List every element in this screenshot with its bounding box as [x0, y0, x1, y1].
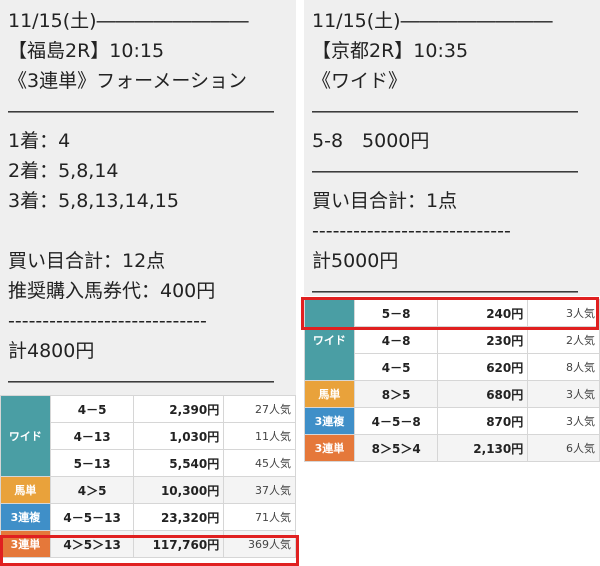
bet-type-wide: ワイド: [0, 395, 51, 477]
table-row: 3連複 4－5－13 23,320円 71人気: [0, 503, 296, 531]
table-row: 4－5 620円 8人気: [305, 353, 600, 381]
popularity-cell: 27人気: [223, 395, 296, 423]
note-line: -----------------------------: [8, 310, 207, 332]
table-row: ワイド 4－5 2,390円 27人気: [0, 395, 296, 477]
bet-type-sanrenpuku: 3連複: [304, 407, 355, 435]
note-line: 【京都2R】10:35: [312, 40, 469, 62]
popularity-cell: 3人気: [527, 380, 600, 408]
amount-cell: 230円: [437, 326, 529, 354]
combo-cell: 4－5－13: [49, 503, 135, 531]
popularity-cell: 369人気: [223, 530, 296, 558]
note-line: 計5000円: [312, 250, 399, 272]
combo-cell: 4－5－8: [353, 407, 439, 435]
note-line: ――――――――――――――: [8, 370, 274, 392]
popularity-cell: 2人気: [527, 326, 600, 354]
popularity-cell: 71人気: [223, 503, 296, 531]
note-line: 5-8 5000円: [312, 130, 430, 152]
amount-cell: 1,030円: [133, 422, 225, 450]
note-line: 買い目合計：1点: [312, 190, 458, 212]
note-line: 1着：4: [8, 130, 71, 152]
popularity-cell: 45人気: [223, 449, 296, 477]
combo-cell: 8＞5＞4: [353, 434, 439, 462]
table-row: 4－13 1,030円 11人気: [1, 422, 296, 450]
popularity-cell: 11人気: [223, 422, 296, 450]
amount-cell: 117,760円: [133, 530, 225, 558]
table-row: ワイド 5－8 240円 3人気: [304, 299, 600, 381]
popularity-cell: 37人気: [223, 476, 296, 504]
note-line: 《ワイド》: [312, 70, 408, 92]
bet-type-wide: ワイド: [304, 299, 355, 381]
note-line: 推奨購入馬券代：400円: [8, 280, 216, 302]
combo-cell: 5－13: [49, 449, 135, 477]
right-bet-note: 11/15(土)―――――――― 【京都2R】10:35 《ワイド》 ―――――…: [304, 0, 600, 302]
bet-type-umatan: 馬単: [0, 476, 51, 504]
note-line: 計4800円: [8, 340, 95, 362]
amount-cell: 2,390円: [133, 395, 225, 423]
right-payout-table: ワイド 5－8 240円 3人気 4－8 230円 2人気 4－5 620円 8…: [304, 299, 600, 462]
note-line: -----------------------------: [312, 220, 511, 242]
combo-cell: 4－5: [49, 395, 135, 423]
combo-cell: 4－13: [49, 422, 135, 450]
amount-cell: 10,300円: [133, 476, 225, 504]
note-line: 11/15(土)――――――――: [312, 10, 553, 32]
combo-cell: 8＞5: [353, 380, 439, 408]
amount-cell: 5,540円: [133, 449, 225, 477]
note-line: ――――――――――――――: [312, 100, 578, 122]
amount-cell: 23,320円: [133, 503, 225, 531]
popularity-cell: 3人気: [527, 407, 600, 435]
table-row: 馬単 8＞5 680円 3人気: [304, 380, 600, 408]
left-bet-panel: 11/15(土)―――――――― 【福島2R】10:15 《3連単》フォーメーシ…: [0, 0, 296, 566]
table-row: 3連単 4＞5＞13 117,760円 369人気: [0, 530, 296, 558]
bet-type-sanrentan: 3連単: [0, 530, 51, 558]
popularity-cell: 6人気: [527, 434, 600, 462]
note-line: 2着：5,8,14: [8, 160, 119, 182]
combo-cell: 5－8: [353, 299, 439, 327]
note-line: [8, 216, 288, 246]
table-row: 3連単 8＞5＞4 2,130円 6人気: [304, 434, 600, 462]
amount-cell: 870円: [437, 407, 529, 435]
table-row: 3連複 4－5－8 870円 3人気: [304, 407, 600, 435]
right-bet-panel: 11/15(土)―――――――― 【京都2R】10:35 《ワイド》 ―――――…: [304, 0, 600, 566]
left-payout-table: ワイド 4－5 2,390円 27人気 4－13 1,030円 11人気 5－1…: [0, 395, 296, 558]
popularity-cell: 3人気: [527, 299, 600, 327]
table-row: 馬単 4＞5 10,300円 37人気: [0, 476, 296, 504]
note-line: 《3連単》フォーメーション: [8, 70, 247, 92]
note-line: 【福島2R】10:15: [8, 40, 165, 62]
combo-cell: 4＞5: [49, 476, 135, 504]
amount-cell: 620円: [437, 353, 529, 381]
bet-type-sanrenpuku: 3連複: [0, 503, 51, 531]
left-bet-note: 11/15(土)―――――――― 【福島2R】10:15 《3連単》フォーメーシ…: [0, 0, 296, 395]
popularity-cell: 8人気: [527, 353, 600, 381]
note-line: ――――――――――――――: [312, 280, 578, 302]
bet-type-sanrentan: 3連単: [304, 434, 355, 462]
amount-cell: 680円: [437, 380, 529, 408]
note-line: 11/15(土)――――――――: [8, 10, 249, 32]
combo-cell: 4－5: [353, 353, 439, 381]
note-line: ――――――――――――――: [8, 100, 274, 122]
note-line: 3着：5,8,13,14,15: [8, 190, 179, 212]
note-line: 買い目合計：12点: [8, 250, 166, 272]
note-line: ――――――――――――――: [312, 160, 578, 182]
combo-cell: 4－8: [353, 326, 439, 354]
table-row: 5－13 5,540円 45人気: [1, 449, 296, 477]
bet-type-umatan: 馬単: [304, 380, 355, 408]
amount-cell: 240円: [437, 299, 529, 327]
combo-cell: 4＞5＞13: [49, 530, 135, 558]
amount-cell: 2,130円: [437, 434, 529, 462]
